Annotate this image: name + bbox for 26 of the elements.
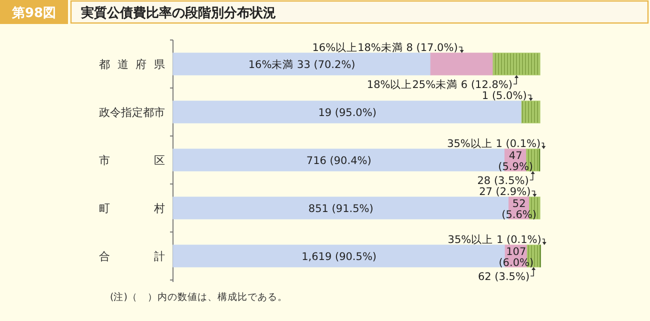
data-label: 35%以上 1 (0.1%) xyxy=(448,233,542,246)
bar xyxy=(492,52,540,76)
bar xyxy=(521,100,540,124)
y-tick-label: 政令指定都市 xyxy=(99,106,165,119)
data-label: 35%以上 1 (0.1%) xyxy=(447,137,541,150)
data-label: 1 (5.0%) xyxy=(482,90,527,102)
data-label: 18%以上25%未満 6 (12.8%) xyxy=(366,78,513,91)
y-tick-label: 都道府県 xyxy=(99,58,165,71)
y-tick-label: 市区 xyxy=(99,154,165,167)
bar xyxy=(172,100,522,124)
text: (注)（ ）内の数値は、構成比である。 xyxy=(110,291,288,303)
data-label: 28 (3.5%) xyxy=(477,175,529,187)
data-label: 716 (90.4%) xyxy=(306,155,372,167)
text: 第98図 xyxy=(10,6,56,21)
data-label: 19 (95.0%) xyxy=(318,107,376,119)
y-tick-label: 町村 xyxy=(99,202,165,215)
bar xyxy=(430,52,494,76)
data-label: 27 (2.9%) xyxy=(479,186,531,198)
bar xyxy=(172,52,431,76)
chart-title: 実質公債費比率の段階別分布状況 xyxy=(80,5,276,21)
y-tick-label: 合計 xyxy=(99,250,165,263)
data-label: 62 (3.5%) xyxy=(478,271,530,283)
data-label: 1,619 (90.5%) xyxy=(302,251,377,263)
data-label: 16%未満 33 (70.2%) xyxy=(248,58,356,71)
data-label: 851 (91.5%) xyxy=(308,203,374,215)
data-label: 16%以上18%未満 8 (17.0%) xyxy=(312,41,458,54)
